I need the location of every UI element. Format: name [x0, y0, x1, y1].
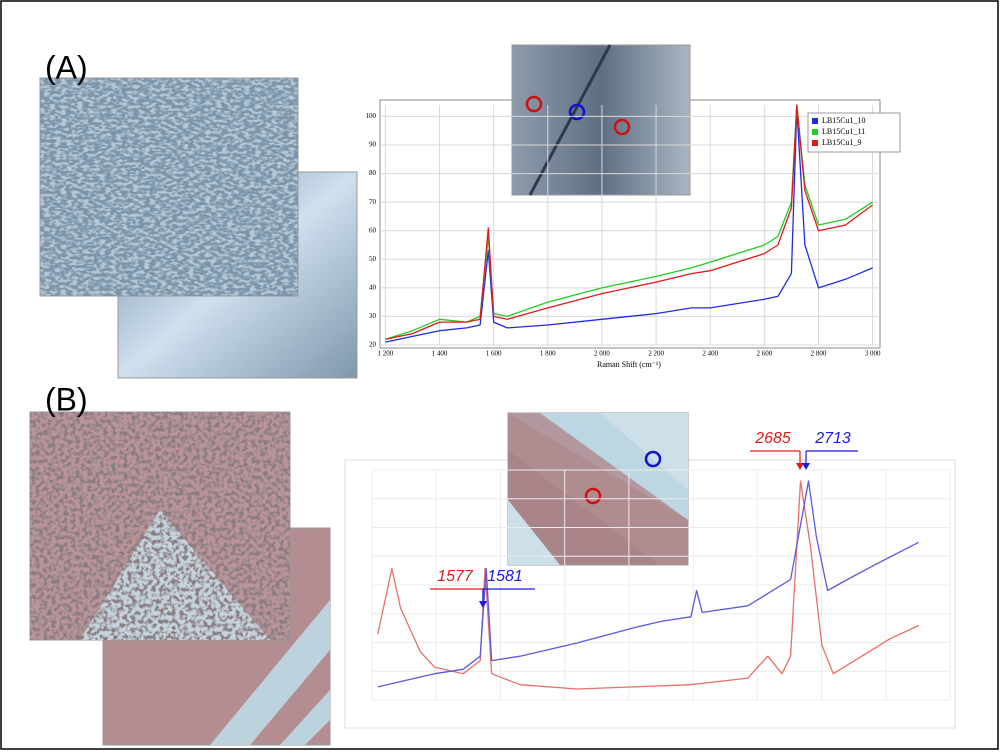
y-tick-label: 90: [369, 141, 377, 149]
x-tick-label: 2 800: [811, 350, 827, 358]
y-tick-label: 20: [369, 341, 377, 349]
y-tick-label: 60: [369, 226, 377, 234]
x-tick-label: 2 200: [648, 350, 664, 358]
annotation-arrowhead: [796, 463, 804, 470]
y-tick-label: 70: [369, 198, 377, 206]
grain-boundary: [528, 44, 612, 196]
spectrum-line: [377, 480, 919, 690]
x-tick-label: 1 200: [378, 350, 394, 358]
x-axis-label: Raman Shift (cm⁻¹): [597, 360, 661, 369]
spectrum-line: [385, 107, 873, 343]
y-tick-label: 100: [366, 112, 377, 120]
peak-annotation: 1577: [437, 568, 474, 585]
annotation-arrowhead: [479, 601, 487, 608]
legend-label: LB15Cu1_11: [822, 127, 865, 136]
legend-label: LB15Cu1_9: [822, 138, 862, 147]
x-tick-label: 2 000: [594, 350, 610, 358]
spectrum-line: [377, 480, 919, 688]
micrograph-band: [210, 600, 330, 745]
inset-image: [511, 44, 691, 196]
micrograph-texture: [30, 412, 290, 640]
legend-label: LB15Cu1_10: [822, 116, 866, 125]
panel-label: (B): [45, 381, 88, 417]
legend-swatch: [812, 118, 818, 124]
x-tick-label: 1 400: [432, 350, 448, 358]
y-tick-label: 40: [369, 283, 377, 291]
x-tick-label: 3 000: [865, 350, 881, 358]
spot-marker: [584, 487, 602, 505]
x-tick-label: 2 600: [756, 350, 772, 358]
x-tick-label: 2 400: [702, 350, 718, 358]
y-tick-label: 50: [369, 255, 377, 263]
legend-swatch: [812, 129, 818, 135]
peak-annotation: 2685: [754, 430, 791, 447]
spectrum-line: [385, 104, 873, 340]
legend-swatch: [812, 140, 818, 146]
spot-marker: [568, 103, 586, 121]
peak-annotation: 1581: [487, 568, 523, 585]
panel-label: (A): [45, 49, 88, 85]
x-tick-label: 1 800: [540, 350, 556, 358]
y-tick-label: 80: [369, 169, 377, 177]
micrograph-texture: [40, 78, 298, 296]
spot-marker: [644, 450, 662, 468]
inset-band: [600, 413, 688, 490]
micrograph-band: [280, 690, 330, 745]
peak-annotation: 2713: [814, 430, 851, 447]
spot-marker: [613, 118, 631, 136]
spot-marker: [525, 95, 543, 113]
inset-band: [508, 500, 560, 565]
annotation-arrowhead: [802, 463, 810, 470]
y-tick-label: 30: [369, 312, 377, 320]
legend-box: [807, 112, 901, 153]
x-tick-label: 1 600: [486, 350, 502, 358]
